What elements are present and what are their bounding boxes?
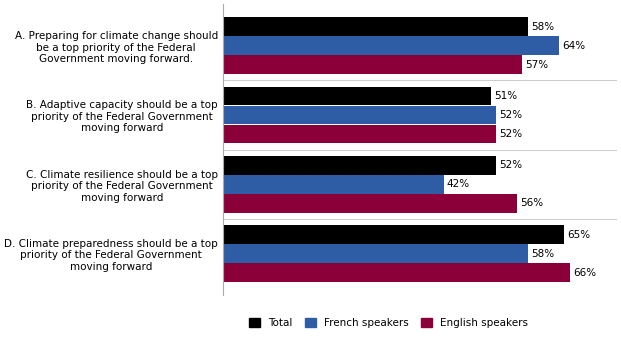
Bar bbox=[224, 263, 569, 282]
Text: 57%: 57% bbox=[525, 60, 549, 70]
Bar bbox=[224, 175, 444, 194]
Text: 52%: 52% bbox=[499, 160, 522, 170]
Text: 58%: 58% bbox=[531, 22, 554, 32]
Bar bbox=[224, 17, 528, 36]
Bar bbox=[224, 194, 517, 213]
Text: 42%: 42% bbox=[447, 180, 470, 189]
Legend: Total, French speakers, English speakers: Total, French speakers, English speakers bbox=[250, 318, 528, 328]
Text: 56%: 56% bbox=[520, 199, 543, 208]
Text: 58%: 58% bbox=[531, 249, 554, 259]
Bar bbox=[224, 244, 528, 263]
Bar bbox=[224, 56, 522, 74]
Text: 65%: 65% bbox=[568, 230, 591, 240]
Bar bbox=[224, 125, 496, 144]
Text: 64%: 64% bbox=[562, 41, 586, 51]
Text: 66%: 66% bbox=[573, 268, 596, 278]
Bar bbox=[224, 87, 491, 105]
Bar bbox=[224, 156, 496, 175]
Text: 52%: 52% bbox=[499, 110, 522, 120]
Bar bbox=[224, 225, 564, 244]
Bar bbox=[224, 36, 559, 55]
Bar bbox=[224, 106, 496, 124]
Text: 51%: 51% bbox=[494, 91, 517, 101]
Text: 52%: 52% bbox=[499, 129, 522, 139]
